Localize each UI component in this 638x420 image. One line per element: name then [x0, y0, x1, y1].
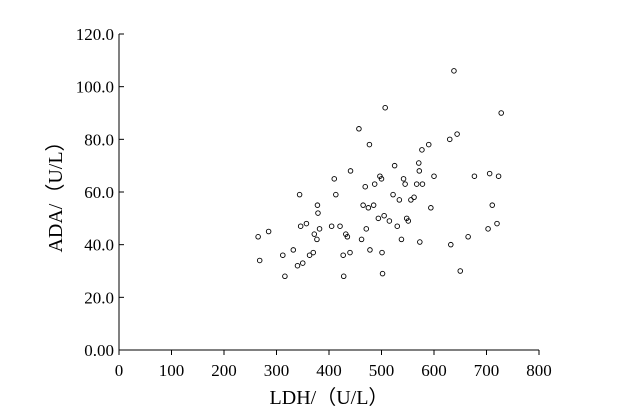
x-tick-label: 500	[369, 361, 395, 380]
data-point	[454, 131, 460, 137]
data-point	[358, 236, 365, 243]
x-tick-label: 300	[264, 361, 290, 380]
x-tick-label: 200	[211, 361, 237, 380]
data-point	[457, 268, 464, 274]
data-point	[314, 236, 320, 243]
data-point	[398, 236, 405, 243]
data-point	[256, 257, 263, 264]
data-point	[394, 223, 401, 229]
data-point	[419, 181, 426, 187]
data-point	[485, 226, 491, 232]
data-point	[337, 223, 343, 229]
data-point	[448, 241, 454, 248]
data-point	[471, 173, 478, 179]
x-tick-label: 800	[526, 361, 552, 380]
data-point	[340, 252, 346, 258]
data-point	[405, 218, 412, 224]
data-point	[396, 197, 403, 203]
tick-labels: 0 100 200 300 400 500 600 700 800 0.00 20.0 40.0 60.…	[76, 25, 552, 380]
data-point	[431, 173, 437, 179]
data-point	[416, 160, 422, 166]
data-point	[386, 218, 393, 224]
data-point	[498, 110, 504, 116]
data-point	[363, 226, 370, 232]
data-point	[379, 249, 385, 256]
x-tick-label: 100	[159, 361, 185, 380]
data-point	[280, 252, 286, 258]
data-point	[408, 197, 414, 203]
data-point	[265, 228, 272, 235]
y-tick-label: 0.00	[84, 341, 114, 360]
data-point	[328, 223, 335, 229]
x-tick-label: 700	[474, 361, 500, 380]
data-point	[297, 223, 304, 229]
data-point	[447, 136, 453, 143]
x-tick-label: 0	[115, 361, 124, 380]
data-point	[303, 220, 310, 227]
data-point	[451, 68, 457, 74]
data-point	[419, 147, 425, 153]
y-tick-label: 80.0	[84, 130, 114, 149]
data-point	[315, 210, 321, 216]
x-tick-label: 600	[421, 361, 447, 380]
data-point	[255, 234, 261, 240]
y-tick-label: 100.0	[76, 78, 114, 97]
y-tick-label: 20.0	[84, 288, 114, 307]
data-point	[314, 202, 321, 208]
data-point	[416, 168, 423, 174]
data-point	[365, 205, 372, 211]
data-point	[296, 191, 303, 198]
data-point	[411, 194, 417, 201]
data-point	[316, 226, 323, 232]
data-point	[310, 249, 317, 256]
data-point	[360, 202, 366, 208]
data-point	[366, 141, 373, 148]
y-tick-label: 40.0	[84, 236, 114, 255]
data-point	[340, 273, 347, 280]
data-point	[379, 270, 386, 277]
x-tick-label: 400	[316, 361, 342, 380]
data-point	[413, 181, 420, 187]
x-axis-title: LDH/（U/L）	[270, 386, 389, 409]
data-point	[391, 162, 398, 169]
data-point	[331, 176, 338, 182]
data-point	[333, 191, 339, 198]
data-point	[356, 126, 362, 132]
data-point	[347, 249, 353, 256]
data-point	[390, 191, 396, 198]
data-point	[370, 202, 377, 208]
data-point	[371, 181, 378, 187]
data-point	[426, 141, 432, 148]
axes	[118, 33, 540, 355]
data-point	[347, 168, 354, 174]
y-tick-label: 120.0	[76, 25, 114, 44]
data-point	[495, 173, 502, 179]
data-point	[378, 176, 385, 182]
data-point	[428, 205, 434, 211]
y-axis-title: ADA/（U/L）	[44, 131, 67, 252]
data-point	[300, 260, 306, 266]
data-point	[290, 247, 297, 253]
data-point	[402, 181, 408, 187]
data-point	[282, 273, 288, 280]
data-point	[367, 247, 373, 253]
data-point	[417, 239, 423, 245]
data-point	[375, 215, 382, 222]
data-point	[382, 104, 388, 111]
data-point	[306, 252, 313, 258]
data-point	[381, 212, 387, 219]
data-point	[494, 220, 500, 227]
data-point	[489, 202, 496, 208]
data-point	[362, 183, 368, 190]
data-points	[255, 68, 504, 280]
data-point	[465, 234, 471, 240]
y-tick-label: 60.0	[84, 183, 114, 202]
data-point	[311, 231, 318, 237]
data-point	[486, 170, 493, 177]
data-point	[400, 176, 407, 182]
data-point	[294, 262, 301, 269]
data-point	[344, 234, 351, 240]
